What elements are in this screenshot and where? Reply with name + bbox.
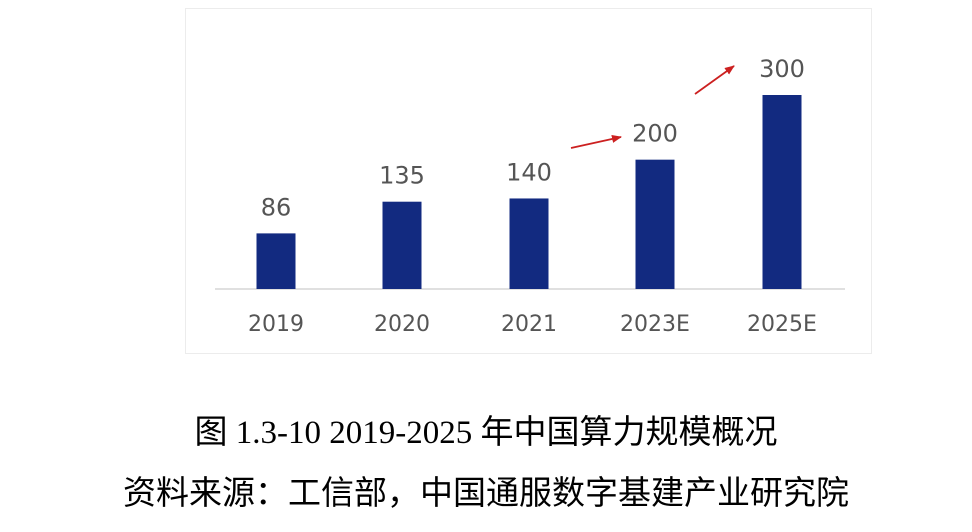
x-tick-label-2025E: 2025E	[747, 312, 817, 337]
bar-2019	[256, 233, 296, 289]
trend-arrow-1	[570, 135, 622, 149]
data-label-2019: 86	[261, 193, 292, 221]
data-label-2023E: 200	[632, 120, 678, 148]
chart-frame	[185, 8, 872, 354]
bar-2025E	[762, 95, 802, 289]
data-label-2025E: 300	[759, 55, 805, 83]
x-tick-label-2021: 2021	[501, 312, 557, 337]
trend-arrow-2	[694, 65, 735, 95]
data-label-2021: 140	[506, 158, 552, 186]
figure-caption: 图 1.3-10 2019-2025 年中国算力规模概况	[194, 415, 778, 451]
bar-2021	[509, 198, 549, 289]
bar-2023E	[635, 159, 675, 289]
x-tick-label-2020: 2020	[374, 312, 430, 337]
source-caption: 资料来源：工信部，中国通服数字基建产业研究院	[123, 476, 849, 512]
x-tick-label-2023E: 2023E	[620, 312, 690, 337]
bar-2020	[382, 201, 422, 289]
x-tick-label-2019: 2019	[248, 312, 304, 337]
data-label-2020: 135	[379, 162, 425, 190]
